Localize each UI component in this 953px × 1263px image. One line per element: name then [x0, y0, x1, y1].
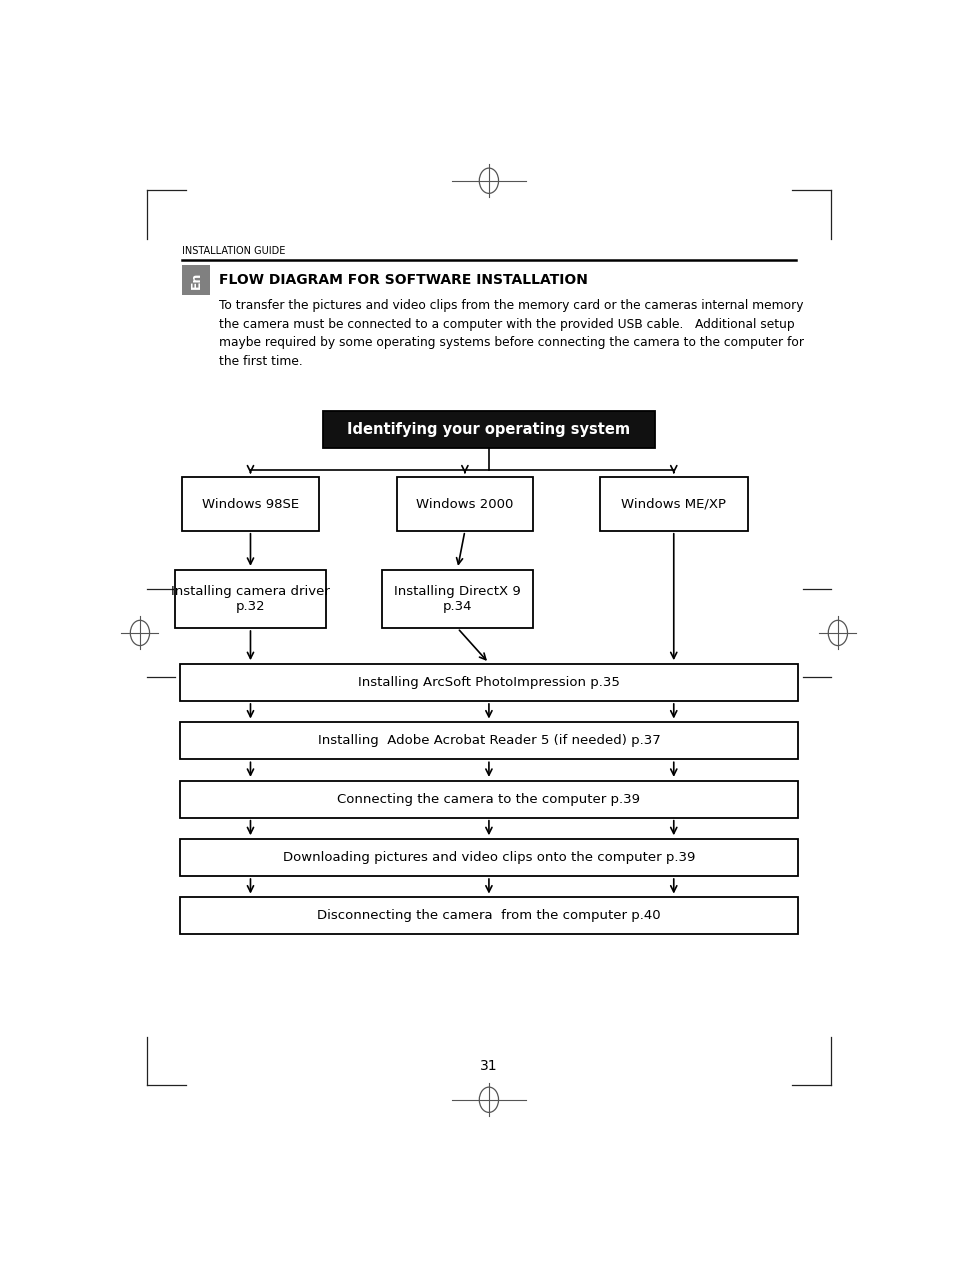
FancyBboxPatch shape: [180, 781, 797, 817]
Text: Windows ME/XP: Windows ME/XP: [620, 498, 725, 510]
FancyBboxPatch shape: [599, 477, 747, 530]
FancyBboxPatch shape: [180, 664, 797, 701]
Text: Downloading pictures and video clips onto the computer p.39: Downloading pictures and video clips ont…: [282, 851, 695, 864]
Text: Windows 98SE: Windows 98SE: [202, 498, 298, 510]
FancyBboxPatch shape: [396, 477, 533, 530]
FancyBboxPatch shape: [182, 477, 318, 530]
Text: Disconnecting the camera  from the computer p.40: Disconnecting the camera from the comput…: [316, 909, 660, 922]
FancyBboxPatch shape: [180, 898, 797, 935]
Text: Identifying your operating system: Identifying your operating system: [347, 422, 630, 437]
Text: En: En: [190, 272, 202, 289]
FancyBboxPatch shape: [381, 570, 533, 628]
Text: Installing ArcSoft PhotoImpression p.35: Installing ArcSoft PhotoImpression p.35: [357, 676, 619, 690]
Text: FLOW DIAGRAM FOR SOFTWARE INSTALLATION: FLOW DIAGRAM FOR SOFTWARE INSTALLATION: [219, 273, 587, 287]
FancyBboxPatch shape: [322, 412, 655, 448]
Text: Windows 2000: Windows 2000: [416, 498, 513, 510]
FancyBboxPatch shape: [180, 722, 797, 759]
Text: Installing camera driver
p.32: Installing camera driver p.32: [171, 585, 330, 613]
Text: To transfer the pictures and video clips from the memory card or the cameras int: To transfer the pictures and video clips…: [219, 299, 803, 368]
Text: INSTALLATION GUIDE: INSTALLATION GUIDE: [182, 245, 285, 255]
FancyBboxPatch shape: [180, 839, 797, 877]
Text: Installing  Adobe Acrobat Reader 5 (if needed) p.37: Installing Adobe Acrobat Reader 5 (if ne…: [317, 734, 659, 748]
Text: Connecting the camera to the computer p.39: Connecting the camera to the computer p.…: [337, 793, 639, 806]
Text: 31: 31: [479, 1058, 497, 1072]
Text: Installing DirectX 9
p.34: Installing DirectX 9 p.34: [394, 585, 520, 613]
FancyBboxPatch shape: [174, 570, 326, 628]
FancyBboxPatch shape: [182, 265, 210, 294]
